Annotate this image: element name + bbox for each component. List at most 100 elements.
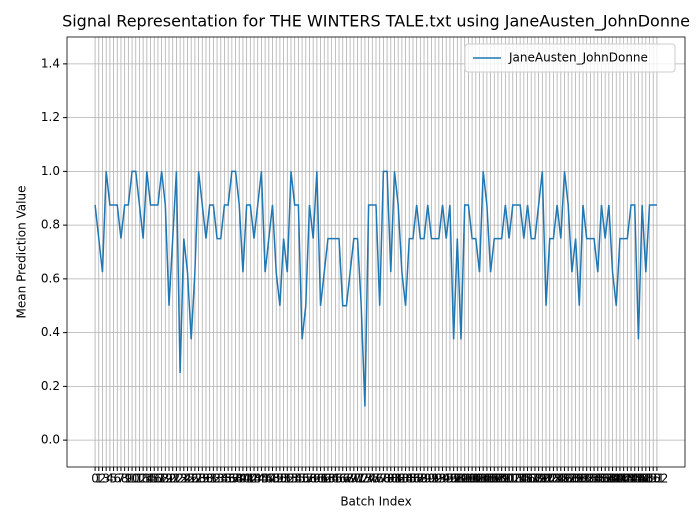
x-tick-label: 123 xyxy=(538,472,561,486)
x-tick-label: 1 xyxy=(95,472,103,486)
x-tick-label: 26 xyxy=(184,472,199,486)
x-tick-label: 87 xyxy=(409,472,424,486)
x-tick-label: 131 xyxy=(568,472,591,486)
x-tick-label: 59 xyxy=(306,472,321,486)
x-tick-label: 50 xyxy=(272,472,287,486)
x-tick-label: 16 xyxy=(147,472,162,486)
x-tick-label: 8 xyxy=(121,472,129,486)
y-tick-label: 0.6 xyxy=(41,271,60,285)
x-tick-label: 86 xyxy=(405,472,420,486)
x-tick-label: 31 xyxy=(202,472,217,486)
x-tick-label: 78 xyxy=(376,472,391,486)
x-tick-label: 2 xyxy=(99,472,107,486)
x-tick-label: 13 xyxy=(136,472,151,486)
x-tick-label: 125 xyxy=(546,472,569,486)
x-tick-label: 112 xyxy=(498,472,521,486)
x-tick-label: 17 xyxy=(150,472,165,486)
x-tick-label: 117 xyxy=(516,472,539,486)
x-tick-label: 64 xyxy=(324,472,339,486)
legend-box xyxy=(464,43,676,73)
x-tick-label: 36 xyxy=(221,472,236,486)
x-tick-label: 118 xyxy=(520,472,543,486)
x-tick-label: 137 xyxy=(590,472,613,486)
x-tick-label: 111 xyxy=(494,472,517,486)
x-tick-label: 105 xyxy=(472,472,495,486)
x-tick-label: 84 xyxy=(398,472,413,486)
x-tick-label: 152 xyxy=(645,472,668,486)
x-tick-label: 134 xyxy=(579,472,602,486)
x-tick-label: 29 xyxy=(195,472,210,486)
x-tick-label: 58 xyxy=(302,472,317,486)
x-tick-label: 103 xyxy=(464,472,487,486)
legend-label: JaneAusten_JohnDonne xyxy=(508,51,648,65)
x-tick-label: 97 xyxy=(446,472,461,486)
x-tick-label: 146 xyxy=(623,472,646,486)
x-tick-label: 108 xyxy=(483,472,506,486)
x-tick-label: 47 xyxy=(261,472,276,486)
x-tick-label: 56 xyxy=(294,472,309,486)
x-tick-label: 107 xyxy=(479,472,502,486)
x-tick-label: 93 xyxy=(431,472,446,486)
x-tick-label: 138 xyxy=(594,472,617,486)
x-tick-label: 18 xyxy=(154,472,169,486)
x-tick-label: 69 xyxy=(342,472,357,486)
x-tick-label: 28 xyxy=(191,472,206,486)
x-tick-label: 14 xyxy=(139,472,154,486)
x-tick-label: 99 xyxy=(453,472,468,486)
y-tick-label: 0.0 xyxy=(41,433,60,447)
x-tick-label: 54 xyxy=(287,472,302,486)
x-tick-label: 10 xyxy=(124,472,139,486)
x-tick-label: 66 xyxy=(331,472,346,486)
x-tick-label: 65 xyxy=(328,472,343,486)
x-tick-label: 85 xyxy=(402,472,417,486)
x-tick-label: 100 xyxy=(453,472,476,486)
x-tick-label: 48 xyxy=(265,472,280,486)
x-tick-label: 96 xyxy=(442,472,457,486)
x-tick-label: 121 xyxy=(531,472,554,486)
x-tick-label: 141 xyxy=(605,472,628,486)
x-tick-label: 61 xyxy=(313,472,328,486)
x-tick-label: 127 xyxy=(553,472,576,486)
x-tick-label: 4 xyxy=(106,472,114,486)
x-tick-label: 5 xyxy=(110,472,118,486)
x-tick-label: 57 xyxy=(298,472,313,486)
x-tick-label: 32 xyxy=(206,472,221,486)
x-tick-label: 83 xyxy=(394,472,409,486)
x-tick-label: 92 xyxy=(427,472,442,486)
x-tick-label: 22 xyxy=(169,472,184,486)
x-tick-label: 44 xyxy=(250,472,265,486)
y-tick-label: 0.4 xyxy=(41,325,60,339)
x-tick-label: 49 xyxy=(269,472,284,486)
x-tick-label: 40 xyxy=(235,472,250,486)
x-tick-label: 63 xyxy=(320,472,335,486)
x-tick-label: 129 xyxy=(560,472,583,486)
x-tick-label: 60 xyxy=(309,472,324,486)
x-tick-label: 126 xyxy=(549,472,572,486)
x-tick-label: 119 xyxy=(523,472,546,486)
x-tick-label: 43 xyxy=(246,472,261,486)
y-tick-label: 1.2 xyxy=(41,110,60,124)
x-tick-label: 113 xyxy=(501,472,524,486)
x-tick-label: 55 xyxy=(291,472,306,486)
x-tick-label: 37 xyxy=(224,472,239,486)
x-tick-label: 80 xyxy=(383,472,398,486)
axes-frame xyxy=(66,36,686,468)
x-tick-label: 24 xyxy=(176,472,191,486)
x-tick-label: 101 xyxy=(457,472,480,486)
x-tick-label: 150 xyxy=(638,472,661,486)
x-tick-label: 122 xyxy=(535,472,558,486)
y-tick-label: 1.0 xyxy=(41,164,60,178)
x-tick-label: 110 xyxy=(490,472,513,486)
x-tick-label: 39 xyxy=(232,472,247,486)
y-tick-label: 1.4 xyxy=(41,56,60,70)
x-tick-label: 130 xyxy=(564,472,587,486)
x-tick-label: 27 xyxy=(187,472,202,486)
x-tick-label: 23 xyxy=(172,472,187,486)
x-tick-label: 20 xyxy=(161,472,176,486)
x-tick-label: 143 xyxy=(612,472,635,486)
chart-title: Signal Representation for THE WINTERS TA… xyxy=(62,12,690,32)
x-tick-label: 94 xyxy=(435,472,450,486)
x-tick-label: 139 xyxy=(597,472,620,486)
x-tick-label: 25 xyxy=(180,472,195,486)
